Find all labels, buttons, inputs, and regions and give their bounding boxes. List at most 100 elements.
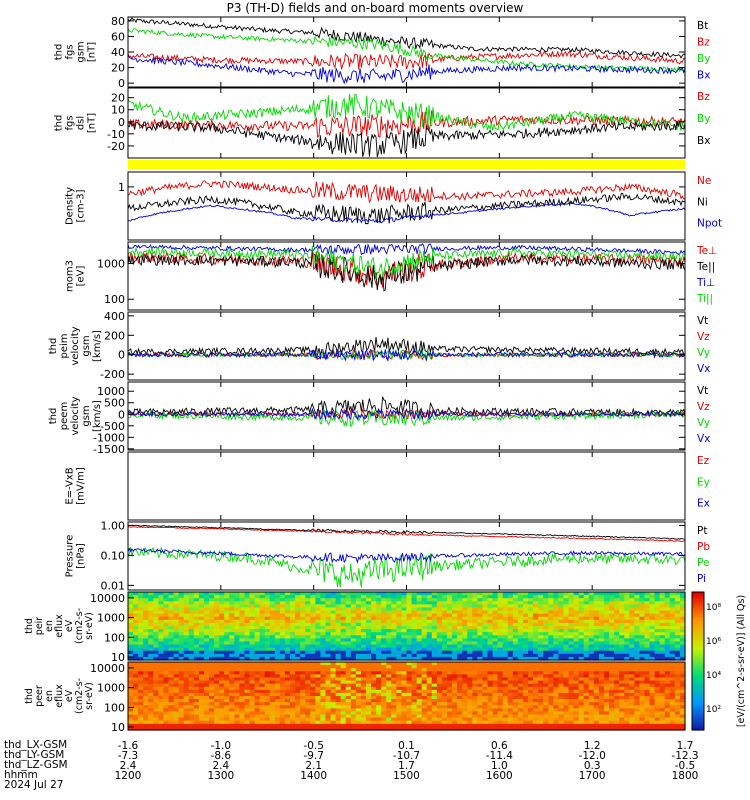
spec-cell (543, 714, 549, 719)
spec-cell (203, 607, 210, 612)
spec-cell (467, 692, 473, 697)
spec-cell (639, 705, 646, 709)
spec-cell (350, 592, 357, 596)
spec-cell (183, 674, 190, 679)
spec-cell (431, 726, 438, 731)
spec-cell (300, 644, 306, 649)
spec-cell (517, 705, 524, 709)
spec-cell (492, 595, 499, 599)
spec-cell (659, 592, 666, 596)
spec-cell (274, 619, 281, 624)
spec-cell (133, 668, 139, 672)
spec-cell (360, 714, 367, 719)
spec-cell (300, 723, 306, 728)
spec-cell (406, 607, 413, 612)
y-axis-label-line: [eV] (76, 266, 87, 287)
spec-cell (355, 674, 362, 679)
spec-cell (406, 696, 413, 700)
spec-cell (563, 607, 570, 612)
spec-cell (543, 662, 549, 666)
spec-cell (345, 619, 352, 624)
spec-cell (619, 641, 625, 646)
spec-cell (290, 714, 296, 719)
spec-cell (264, 708, 271, 713)
spec-cell (447, 689, 453, 694)
spec-cell (203, 711, 210, 716)
spec-cell (173, 705, 180, 709)
spec-cell (462, 616, 468, 621)
spec-cell (158, 723, 165, 728)
spec-cell (578, 668, 585, 672)
spec-cell (609, 653, 615, 658)
spec-cell (391, 616, 397, 621)
spec-cell (244, 598, 251, 602)
spec-cell (517, 711, 524, 716)
spec-cell (517, 689, 524, 694)
spec-cell (264, 665, 271, 669)
spec-cell (436, 708, 443, 713)
spec-cell (558, 714, 565, 719)
spec-cell (153, 674, 159, 679)
spec-cell (593, 708, 600, 713)
spec-cell (598, 598, 605, 602)
spec-cell (203, 598, 210, 602)
spec-cell (644, 613, 651, 618)
spec-cell (401, 607, 408, 612)
spec-cell (598, 689, 605, 694)
spec-cell (558, 720, 565, 725)
spec-cell (629, 598, 635, 602)
legend-pressure-2: Pe (697, 557, 709, 569)
spec-cell (416, 610, 423, 615)
spec-cell (629, 641, 635, 646)
spec-cell (259, 680, 266, 685)
spec-cell (477, 668, 484, 672)
spec-cell (416, 696, 423, 700)
spec-cell (259, 668, 266, 672)
spec-cell (411, 726, 418, 731)
spec-cell (614, 653, 620, 658)
spec-cell (477, 604, 484, 609)
spec-cell (290, 613, 296, 618)
spec-cell (209, 626, 215, 630)
spec-cell (274, 680, 281, 685)
spec-cell (396, 711, 403, 716)
spec-cell (568, 686, 575, 691)
spec-cell (183, 726, 190, 731)
spec-cell (259, 626, 266, 630)
spec-cell (452, 638, 458, 643)
spec-cell (229, 714, 235, 719)
spec-cell (350, 604, 357, 609)
spec-cell (462, 638, 468, 643)
spec-cell (664, 595, 671, 599)
spec-cell (153, 702, 159, 706)
spec-cell (315, 723, 322, 728)
spec-cell (467, 674, 473, 679)
spec-cell (533, 723, 539, 728)
spec-cell (269, 726, 276, 731)
spec-cell (598, 674, 605, 679)
spec-cell (441, 622, 448, 627)
spec-cell (512, 683, 519, 688)
spec-cell (254, 653, 261, 658)
spec-cell (295, 662, 301, 666)
spec-cell (209, 717, 215, 722)
spec-cell (128, 644, 134, 649)
spec-cell (441, 717, 448, 722)
spec-cell (431, 641, 438, 646)
spec-cell (598, 677, 605, 682)
spec-cell (507, 601, 514, 605)
spec-cell (436, 686, 443, 691)
spec-cell (578, 638, 585, 643)
spec-cell (416, 689, 423, 694)
spec-cell (284, 692, 291, 697)
spec-cell (340, 626, 347, 630)
spec-cell (487, 622, 494, 627)
spec-cell (421, 647, 428, 652)
spec-cell (279, 595, 286, 599)
spec-cell (183, 598, 190, 602)
spec-cell (224, 595, 230, 599)
spec-cell (340, 632, 347, 636)
spec-cell (310, 689, 316, 694)
spec-cell (183, 680, 190, 685)
